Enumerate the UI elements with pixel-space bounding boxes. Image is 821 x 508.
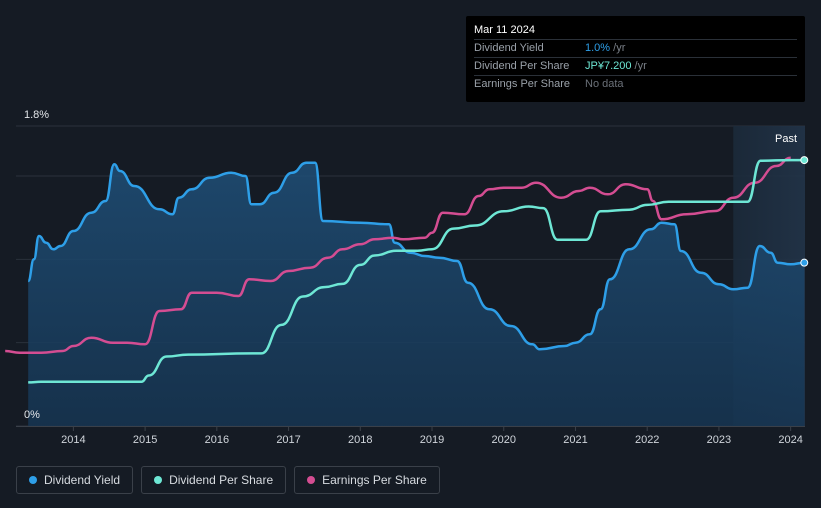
x-tick-label: 2015 bbox=[133, 434, 157, 446]
tooltip-value: No data bbox=[585, 76, 624, 93]
legend-item-earnings-per-share[interactable]: Earnings Per Share bbox=[294, 466, 440, 494]
y-axis-label-bottom: 0% bbox=[24, 409, 40, 421]
x-tick-label: 2022 bbox=[635, 434, 659, 446]
x-tick-label: 2021 bbox=[563, 434, 587, 446]
tooltip-date: Mar 11 2024 bbox=[474, 24, 535, 36]
x-tick-label: 2018 bbox=[348, 434, 372, 446]
end-markers bbox=[800, 156, 809, 267]
tooltip-row-earnings-per-share: Earnings Per Share No data bbox=[474, 75, 797, 93]
end-marker-dividend-per-share bbox=[800, 156, 809, 165]
legend-item-dividend-yield[interactable]: Dividend Yield bbox=[16, 466, 134, 494]
end-marker-dividend-yield bbox=[800, 258, 809, 267]
legend-dot-icon bbox=[29, 476, 37, 484]
tooltip-value: 1.0% /yr bbox=[585, 40, 625, 57]
x-tick-label: 2020 bbox=[492, 434, 516, 446]
tooltip-value-suffix: /yr bbox=[631, 60, 647, 72]
tooltip-label: Earnings Per Share bbox=[474, 78, 570, 90]
legend-label: Earnings Per Share bbox=[322, 473, 427, 487]
legend-label: Dividend Per Share bbox=[169, 473, 274, 487]
tooltip-value: JP¥7.200 /yr bbox=[585, 58, 647, 75]
x-tick-label: 2014 bbox=[61, 434, 85, 446]
earnings-per-share-line bbox=[5, 156, 791, 354]
tooltip-row-dividend-per-share: Dividend Per Share JP¥7.200 /yr bbox=[474, 57, 797, 75]
dividend-yield-line bbox=[26, 161, 805, 351]
dividend-per-share-line bbox=[28, 158, 805, 384]
dividend-yield-area bbox=[28, 162, 805, 426]
y-axis-label-top: 1.8% bbox=[24, 109, 49, 121]
x-axis-ticks: 2014 2015 2016 2017 2018 2019 2020 2021 2022 2023… bbox=[61, 426, 803, 446]
legend-item-dividend-per-share[interactable]: Dividend Per Share bbox=[141, 466, 287, 494]
legend-label: Dividend Yield bbox=[44, 473, 121, 487]
tooltip-value-nodata: No data bbox=[585, 78, 624, 90]
x-tick-label: 2016 bbox=[205, 434, 229, 446]
tooltip-row-dividend-yield: Dividend Yield 1.0% /yr bbox=[474, 39, 797, 57]
legend-dot-icon bbox=[307, 476, 316, 484]
past-label: Past bbox=[775, 133, 797, 145]
tooltip-label: Dividend Yield bbox=[474, 42, 544, 54]
x-tick-label: 2024 bbox=[778, 434, 802, 446]
tooltip-value-suffix: /yr bbox=[610, 42, 626, 54]
legend-dot-icon bbox=[154, 476, 163, 484]
tooltip: Mar 11 2024 Dividend Yield 1.0% /yr Divi… bbox=[466, 16, 805, 102]
tooltip-value-highlight: 1.0% bbox=[585, 42, 611, 54]
tooltip-value-highlight: JP¥7.200 bbox=[585, 60, 632, 72]
x-tick-label: 2017 bbox=[276, 434, 300, 446]
legend: Dividend Yield Dividend Per Share Earnin… bbox=[16, 466, 440, 494]
tooltip-label: Dividend Per Share bbox=[474, 60, 570, 72]
x-tick-label: 2019 bbox=[420, 434, 444, 446]
x-tick-label: 2023 bbox=[707, 434, 731, 446]
